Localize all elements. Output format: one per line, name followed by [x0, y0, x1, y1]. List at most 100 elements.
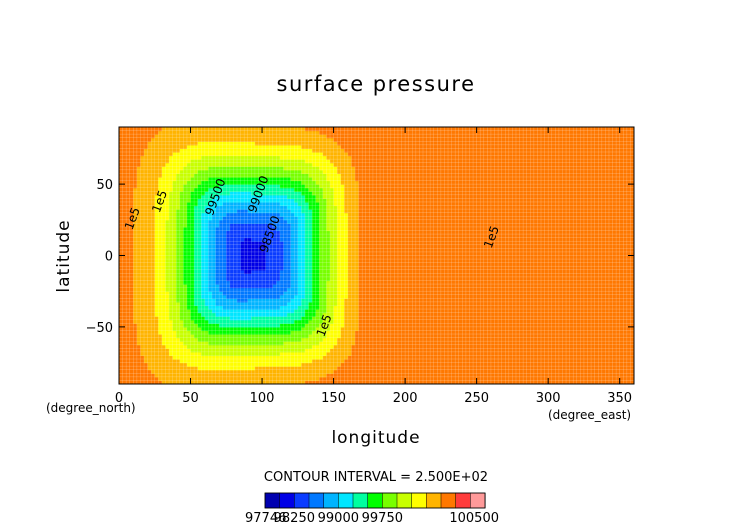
field-cell: [158, 184, 163, 189]
field-cell: [136, 380, 142, 384]
field-cell: [172, 209, 177, 214]
field-cell: [126, 323, 131, 328]
field-cell: [147, 348, 152, 353]
field-cell: [176, 323, 181, 328]
field-cell: [244, 366, 249, 371]
field-cell: [215, 144, 220, 150]
field-cell: [194, 280, 199, 285]
field-cell: [183, 266, 188, 271]
field-cell: [129, 127, 134, 132]
field-cell: [186, 130, 192, 135]
field-cell: [154, 184, 159, 189]
field-cell: [237, 380, 242, 384]
field-cell: [140, 294, 145, 299]
field-cell: [140, 334, 145, 339]
field-cell: [215, 359, 220, 364]
field-cell: [194, 355, 199, 360]
field-cell: [240, 262, 245, 267]
field-cell: [151, 134, 156, 139]
field-cell: [219, 259, 224, 264]
field-cell: [154, 276, 159, 282]
field-cell: [229, 355, 235, 360]
field-cell: [144, 276, 149, 282]
field-cell: [183, 237, 188, 242]
field-cell: [147, 248, 152, 253]
field-cell: [169, 148, 174, 153]
field-cell: [229, 312, 235, 317]
field-cell: [144, 309, 149, 314]
field-cell: [233, 312, 238, 317]
field-cell: [122, 176, 127, 182]
field-cell: [129, 187, 134, 192]
field-cell: [144, 162, 149, 167]
field-cell: [215, 337, 220, 342]
field-cell: [158, 284, 163, 289]
field-cell: [161, 373, 167, 378]
field-cell: [244, 230, 249, 235]
field-cell: [158, 216, 163, 221]
field-cell: [222, 312, 227, 317]
field-cell: [197, 337, 202, 342]
field-cell: [172, 330, 177, 335]
field-cell: [144, 351, 149, 357]
field-cell: [233, 259, 238, 264]
field-cell: [147, 319, 152, 324]
field-cell: [190, 244, 195, 249]
field-cell: [215, 309, 220, 314]
field-cell: [197, 280, 202, 285]
field-cell: [208, 276, 213, 282]
field-cell: [133, 255, 138, 260]
field-cell: [176, 205, 181, 210]
field-cell: [136, 316, 142, 321]
field-cell: [119, 255, 124, 260]
field-cell: [136, 273, 142, 278]
field-cell: [244, 244, 249, 249]
field-cell: [133, 326, 138, 332]
field-cell: [129, 144, 134, 150]
field-cell: [204, 144, 210, 150]
field-cell: [204, 201, 210, 207]
field-cell: [151, 326, 156, 332]
field-cell: [140, 169, 145, 174]
field-cell: [169, 341, 174, 346]
field-cell: [169, 312, 174, 317]
field-cell: [154, 241, 159, 246]
field-cell: [126, 366, 131, 371]
field-cell: [186, 337, 192, 342]
field-cell: [194, 337, 199, 342]
field-cell: [136, 205, 142, 210]
field-cell: [251, 334, 256, 339]
field-cell: [169, 209, 174, 214]
field-cell: [122, 255, 127, 260]
field-cell: [204, 130, 210, 135]
field-cell: [240, 241, 245, 246]
field-cell: [172, 344, 177, 349]
field-cell: [237, 237, 242, 242]
field-cell: [158, 141, 163, 146]
field-cell: [215, 155, 220, 160]
field-cell: [176, 141, 181, 146]
field-cell: [240, 180, 245, 185]
field-cell: [240, 298, 245, 303]
field-cell: [237, 134, 242, 139]
field-cell: [233, 191, 238, 196]
field-cell: [165, 173, 170, 178]
field-cell: [237, 326, 242, 332]
field-cell: [237, 337, 242, 342]
field-cell: [133, 219, 138, 224]
field-cell: [211, 312, 217, 317]
field-cell: [126, 316, 131, 321]
field-cell: [154, 230, 159, 235]
field-cell: [119, 259, 124, 264]
field-cell: [186, 244, 192, 249]
field-cell: [229, 169, 235, 174]
field-cell: [169, 248, 174, 253]
field-cell: [165, 301, 170, 307]
field-cell: [226, 359, 231, 364]
field-cell: [208, 151, 213, 157]
field-cell: [151, 180, 156, 185]
field-cell: [244, 259, 249, 264]
field-cell: [219, 341, 224, 346]
field-cell: [140, 323, 145, 328]
field-cell: [172, 369, 177, 374]
